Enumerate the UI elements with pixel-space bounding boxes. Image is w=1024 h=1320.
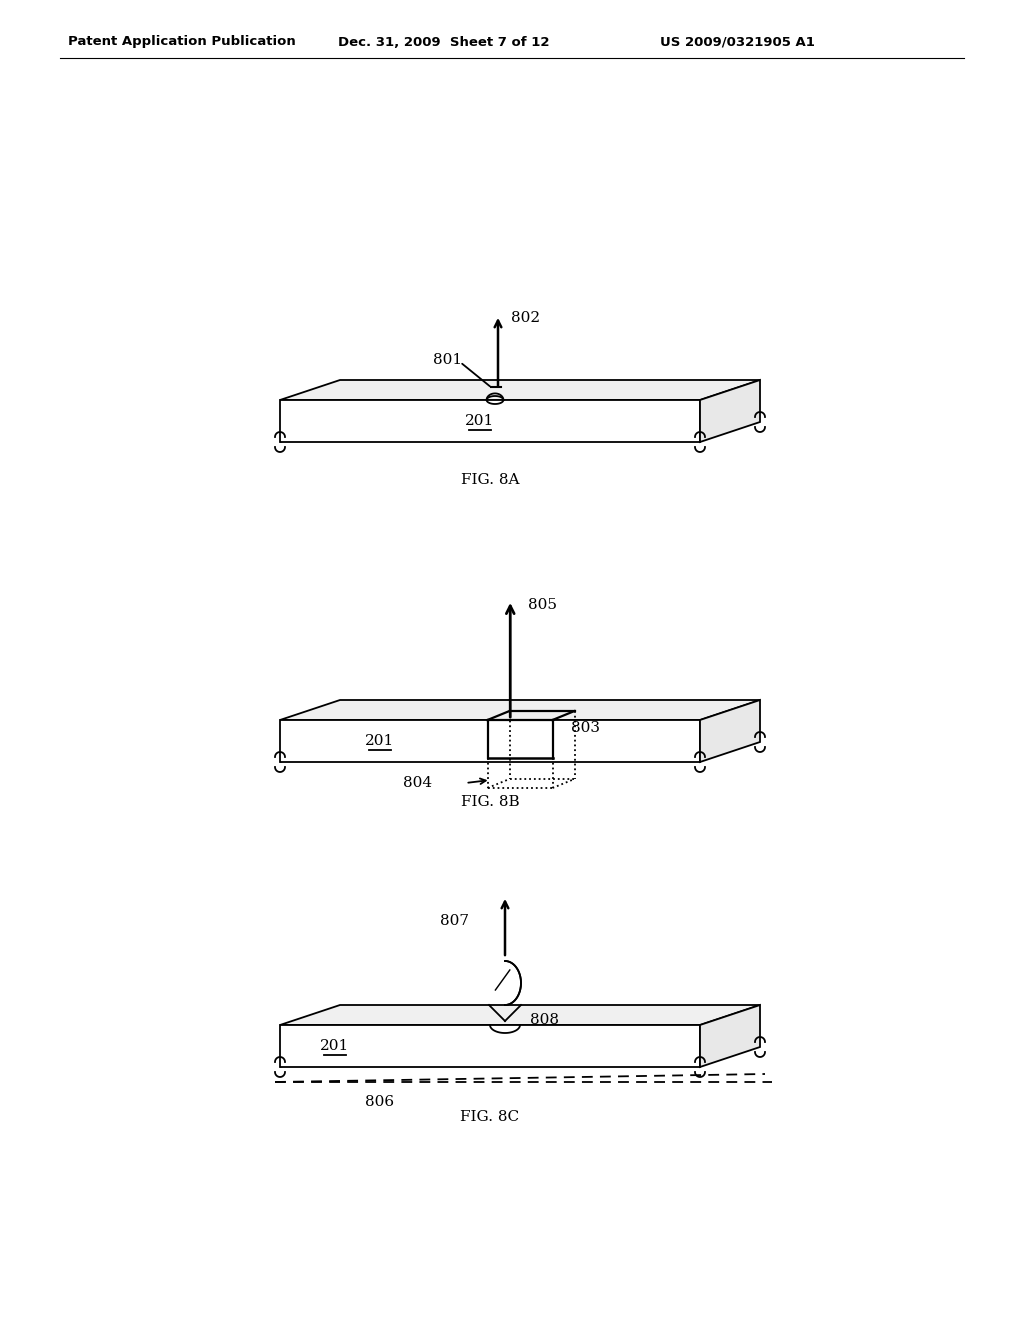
Text: 804: 804 xyxy=(403,776,432,789)
Text: 806: 806 xyxy=(366,1096,394,1109)
Text: FIG. 8A: FIG. 8A xyxy=(461,473,519,487)
Text: 801: 801 xyxy=(433,352,462,367)
Text: 201: 201 xyxy=(321,1039,349,1053)
Polygon shape xyxy=(280,719,700,762)
Text: 201: 201 xyxy=(366,734,394,748)
Text: 808: 808 xyxy=(530,1012,559,1027)
Text: FIG. 8B: FIG. 8B xyxy=(461,795,519,809)
Text: 201: 201 xyxy=(465,414,495,428)
Polygon shape xyxy=(280,1005,760,1026)
Polygon shape xyxy=(700,700,760,762)
Text: 805: 805 xyxy=(528,598,557,612)
Text: FIG. 8C: FIG. 8C xyxy=(461,1110,519,1125)
Polygon shape xyxy=(280,400,700,442)
Polygon shape xyxy=(280,380,760,400)
Text: 802: 802 xyxy=(511,312,540,325)
Text: Dec. 31, 2009  Sheet 7 of 12: Dec. 31, 2009 Sheet 7 of 12 xyxy=(338,36,550,49)
Text: US 2009/0321905 A1: US 2009/0321905 A1 xyxy=(660,36,815,49)
Polygon shape xyxy=(280,700,760,719)
Polygon shape xyxy=(700,1005,760,1067)
Polygon shape xyxy=(700,380,760,442)
Text: 803: 803 xyxy=(570,721,599,735)
Text: 807: 807 xyxy=(440,913,469,928)
Polygon shape xyxy=(280,1026,700,1067)
Text: Patent Application Publication: Patent Application Publication xyxy=(68,36,296,49)
